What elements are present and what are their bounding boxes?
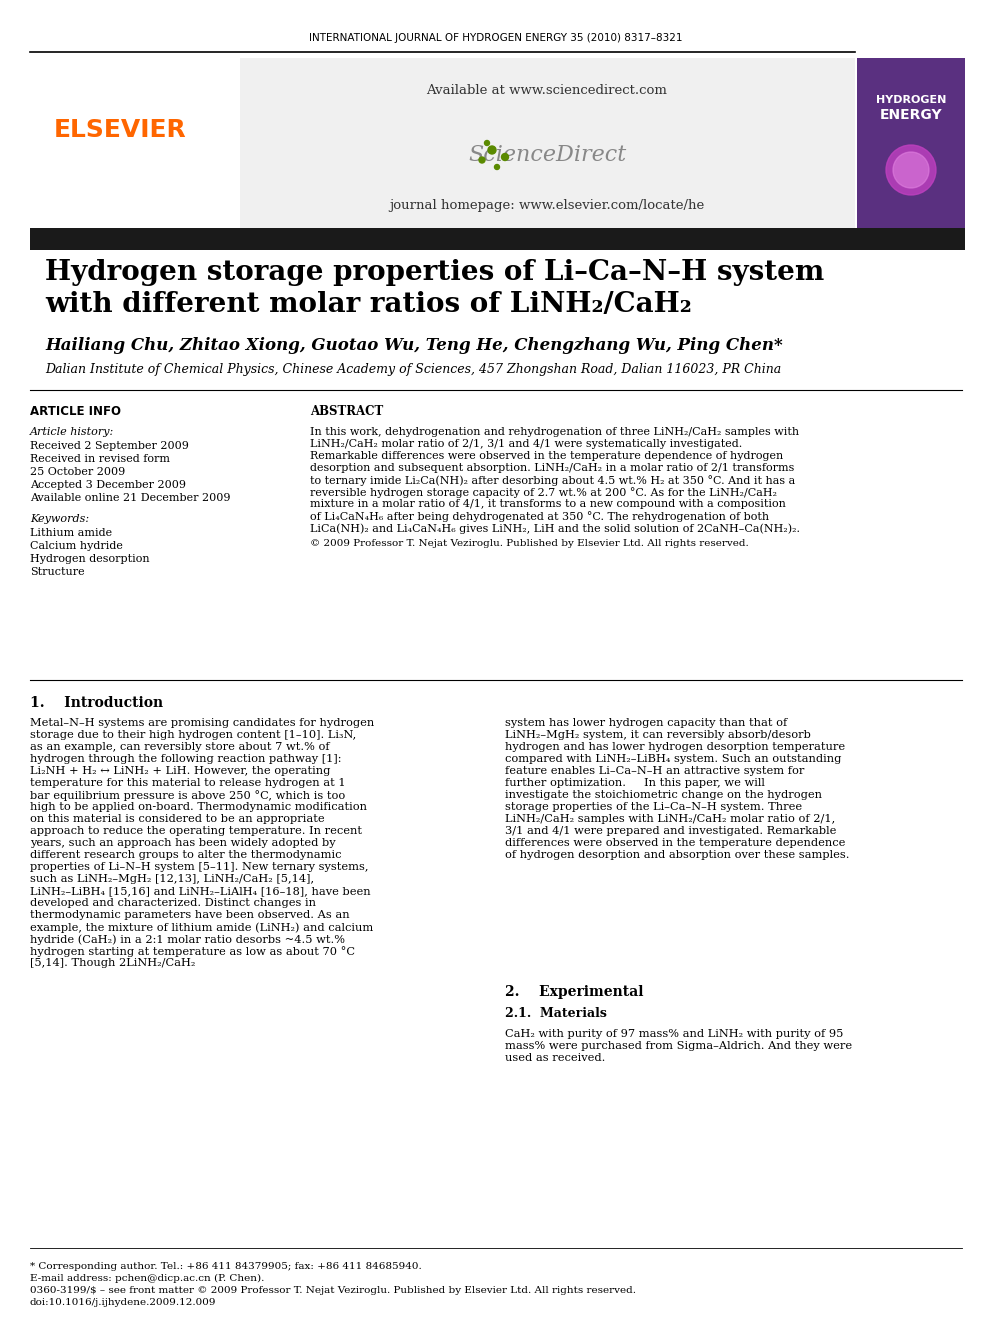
Text: with different molar ratios of LiNH₂/CaH₂: with different molar ratios of LiNH₂/CaH… bbox=[45, 291, 691, 319]
Bar bbox=[30, 228, 965, 250]
Text: compared with LiNH₂–LiBH₄ system. Such an outstanding: compared with LiNH₂–LiBH₄ system. Such a… bbox=[505, 754, 841, 763]
Text: further optimization.     In this paper, we will: further optimization. In this paper, we … bbox=[505, 778, 765, 789]
Text: LiNH₂–LiBH₄ [15,16] and LiNH₂–LiAlH₄ [16–18], have been: LiNH₂–LiBH₄ [15,16] and LiNH₂–LiAlH₄ [16… bbox=[30, 886, 371, 896]
Text: used as received.: used as received. bbox=[505, 1053, 605, 1062]
Text: approach to reduce the operating temperature. In recent: approach to reduce the operating tempera… bbox=[30, 826, 362, 836]
Circle shape bbox=[886, 146, 936, 194]
Circle shape bbox=[893, 152, 929, 188]
Text: 2.1.  Materials: 2.1. Materials bbox=[505, 1007, 607, 1020]
Text: hydride (CaH₂) in a 2:1 molar ratio desorbs ~4.5 wt.%: hydride (CaH₂) in a 2:1 molar ratio deso… bbox=[30, 934, 345, 945]
Text: © 2009 Professor T. Nejat Veziroglu. Published by Elsevier Ltd. All rights reser: © 2009 Professor T. Nejat Veziroglu. Pub… bbox=[310, 538, 749, 548]
Text: reversible hydrogen storage capacity of 2.7 wt.% at 200 °C. As for the LiNH₂/CaH: reversible hydrogen storage capacity of … bbox=[310, 487, 777, 497]
Text: doi:10.1016/j.ijhydene.2009.12.009: doi:10.1016/j.ijhydene.2009.12.009 bbox=[30, 1298, 216, 1307]
Text: LiNH₂/CaH₂ molar ratio of 2/1, 3/1 and 4/1 were systematically investigated.: LiNH₂/CaH₂ molar ratio of 2/1, 3/1 and 4… bbox=[310, 439, 742, 448]
Circle shape bbox=[479, 157, 485, 163]
Text: journal homepage: www.elsevier.com/locate/he: journal homepage: www.elsevier.com/locat… bbox=[390, 198, 704, 212]
Text: ABSTRACT: ABSTRACT bbox=[310, 405, 383, 418]
Text: storage due to their high hydrogen content [1–10]. Li₃N,: storage due to their high hydrogen conte… bbox=[30, 730, 356, 740]
Text: Keywords:: Keywords: bbox=[30, 515, 89, 524]
Text: 25 October 2009: 25 October 2009 bbox=[30, 467, 125, 478]
Text: Available online 21 December 2009: Available online 21 December 2009 bbox=[30, 493, 230, 503]
Text: storage properties of the Li–Ca–N–H system. Three: storage properties of the Li–Ca–N–H syst… bbox=[505, 802, 803, 812]
Text: desorption and subsequent absorption. LiNH₂/CaH₂ in a molar ratio of 2/1 transfo: desorption and subsequent absorption. Li… bbox=[310, 463, 795, 474]
Text: Li₂NH + H₂ ↔ LiNH₂ + LiH. However, the operating: Li₂NH + H₂ ↔ LiNH₂ + LiH. However, the o… bbox=[30, 766, 330, 777]
Text: investigate the stoichiometric change on the hydrogen: investigate the stoichiometric change on… bbox=[505, 790, 822, 800]
Text: thermodynamic parameters have been observed. As an: thermodynamic parameters have been obser… bbox=[30, 910, 349, 919]
Text: high to be applied on-board. Thermodynamic modification: high to be applied on-board. Thermodynam… bbox=[30, 802, 367, 812]
Text: Received in revised form: Received in revised form bbox=[30, 454, 170, 464]
Text: hydrogen through the following reaction pathway [1]:: hydrogen through the following reaction … bbox=[30, 754, 341, 763]
Text: * Corresponding author. Tel.: +86 411 84379905; fax: +86 411 84685940.: * Corresponding author. Tel.: +86 411 84… bbox=[30, 1262, 422, 1271]
Text: feature enables Li–Ca–N–H an attractive system for: feature enables Li–Ca–N–H an attractive … bbox=[505, 766, 805, 777]
Text: Dalian Institute of Chemical Physics, Chinese Academy of Sciences, 457 Zhongshan: Dalian Institute of Chemical Physics, Ch… bbox=[45, 364, 782, 377]
Text: Received 2 September 2009: Received 2 September 2009 bbox=[30, 441, 188, 451]
Text: CaH₂ with purity of 97 mass% and LiNH₂ with purity of 95: CaH₂ with purity of 97 mass% and LiNH₂ w… bbox=[505, 1029, 843, 1039]
Text: INTERNATIONAL JOURNAL OF HYDROGEN ENERGY 35 (2010) 8317–8321: INTERNATIONAL JOURNAL OF HYDROGEN ENERGY… bbox=[310, 33, 682, 44]
Text: different research groups to alter the thermodynamic: different research groups to alter the t… bbox=[30, 849, 341, 860]
Text: years, such an approach has been widely adopted by: years, such an approach has been widely … bbox=[30, 837, 335, 848]
Text: developed and characterized. Distinct changes in: developed and characterized. Distinct ch… bbox=[30, 898, 316, 908]
Text: mass% were purchased from Sigma–Aldrich. And they were: mass% were purchased from Sigma–Aldrich.… bbox=[505, 1041, 852, 1050]
Text: system has lower hydrogen capacity than that of: system has lower hydrogen capacity than … bbox=[505, 718, 788, 728]
Text: Hydrogen storage properties of Li–Ca–N–H system: Hydrogen storage properties of Li–Ca–N–H… bbox=[45, 258, 824, 286]
Text: of hydrogen desorption and absorption over these samples.: of hydrogen desorption and absorption ov… bbox=[505, 849, 849, 860]
Text: HYDROGEN: HYDROGEN bbox=[876, 95, 946, 105]
Text: hydrogen and has lower hydrogen desorption temperature: hydrogen and has lower hydrogen desorpti… bbox=[505, 742, 845, 751]
Text: Metal–N–H systems are promising candidates for hydrogen: Metal–N–H systems are promising candidat… bbox=[30, 718, 374, 728]
Text: Article history:: Article history: bbox=[30, 427, 114, 437]
Bar bbox=[857, 58, 965, 228]
Text: Hydrogen desorption: Hydrogen desorption bbox=[30, 554, 150, 564]
Circle shape bbox=[484, 140, 489, 146]
Text: ARTICLE INFO: ARTICLE INFO bbox=[30, 405, 121, 418]
Text: 0360-3199/$ – see front matter © 2009 Professor T. Nejat Veziroglu. Published by: 0360-3199/$ – see front matter © 2009 Pr… bbox=[30, 1286, 636, 1295]
Text: hydrogen starting at temperature as low as about 70 °C: hydrogen starting at temperature as low … bbox=[30, 946, 355, 957]
Text: LiNH₂–MgH₂ system, it can reversibly absorb/desorb: LiNH₂–MgH₂ system, it can reversibly abs… bbox=[505, 730, 810, 740]
Text: Available at www.sciencedirect.com: Available at www.sciencedirect.com bbox=[427, 83, 668, 97]
Text: temperature for this material to release hydrogen at 1: temperature for this material to release… bbox=[30, 778, 345, 789]
Text: Remarkable differences were observed in the temperature dependence of hydrogen: Remarkable differences were observed in … bbox=[310, 451, 784, 460]
Text: on this material is considered to be an appropriate: on this material is considered to be an … bbox=[30, 814, 324, 824]
Text: Calcium hydride: Calcium hydride bbox=[30, 541, 123, 550]
Circle shape bbox=[488, 146, 496, 153]
Text: In this work, dehydrogenation and rehydrogenation of three LiNH₂/CaH₂ samples wi: In this work, dehydrogenation and rehydr… bbox=[310, 427, 800, 437]
Text: of Li₄CaN₄H₆ after being dehydrogenated at 350 °C. The rehydrogenation of both: of Li₄CaN₄H₆ after being dehydrogenated … bbox=[310, 511, 769, 521]
Text: 3/1 and 4/1 were prepared and investigated. Remarkable: 3/1 and 4/1 were prepared and investigat… bbox=[505, 826, 836, 836]
Circle shape bbox=[494, 164, 500, 169]
Text: bar equilibrium pressure is above 250 °C, which is too: bar equilibrium pressure is above 250 °C… bbox=[30, 790, 345, 800]
Text: ELSEVIER: ELSEVIER bbox=[54, 118, 186, 142]
Text: such as LiNH₂–MgH₂ [12,13], LiNH₂/CaH₂ [5,14],: such as LiNH₂–MgH₂ [12,13], LiNH₂/CaH₂ [… bbox=[30, 875, 314, 884]
Text: [5,14]. Though 2LiNH₂/CaH₂: [5,14]. Though 2LiNH₂/CaH₂ bbox=[30, 958, 195, 968]
Text: to ternary imide Li₂Ca(NH)₂ after desorbing about 4.5 wt.% H₂ at 350 °C. And it : to ternary imide Li₂Ca(NH)₂ after desorb… bbox=[310, 475, 796, 486]
Text: 1.    Introduction: 1. Introduction bbox=[30, 696, 163, 710]
Text: mixture in a molar ratio of 4/1, it transforms to a new compound with a composit: mixture in a molar ratio of 4/1, it tran… bbox=[310, 499, 786, 509]
Text: as an example, can reversibly store about 7 wt.% of: as an example, can reversibly store abou… bbox=[30, 742, 329, 751]
Text: ScienceDirect: ScienceDirect bbox=[468, 144, 626, 165]
Circle shape bbox=[502, 153, 509, 160]
Text: Hailiang Chu, Zhitao Xiong, Guotao Wu, Teng He, Chengzhang Wu, Ping Chen*: Hailiang Chu, Zhitao Xiong, Guotao Wu, T… bbox=[45, 336, 783, 353]
Text: differences were observed in the temperature dependence: differences were observed in the tempera… bbox=[505, 837, 845, 848]
Text: LiCa(NH)₂ and Li₄CaN₄H₆ gives LiNH₂, LiH and the solid solution of 2CaNH–Ca(NH₂): LiCa(NH)₂ and Li₄CaN₄H₆ gives LiNH₂, LiH… bbox=[310, 523, 800, 533]
Text: Structure: Structure bbox=[30, 568, 84, 577]
Text: properties of Li–N–H system [5–11]. New ternary systems,: properties of Li–N–H system [5–11]. New … bbox=[30, 863, 368, 872]
Text: Lithium amide: Lithium amide bbox=[30, 528, 112, 538]
Text: LiNH₂/CaH₂ samples with LiNH₂/CaH₂ molar ratio of 2/1,: LiNH₂/CaH₂ samples with LiNH₂/CaH₂ molar… bbox=[505, 814, 835, 824]
Bar bbox=[240, 58, 855, 228]
Text: example, the mixture of lithium amide (LiNH₂) and calcium: example, the mixture of lithium amide (L… bbox=[30, 922, 373, 933]
Text: E-mail address: pchen@dicp.ac.cn (P. Chen).: E-mail address: pchen@dicp.ac.cn (P. Che… bbox=[30, 1274, 265, 1283]
Text: 2.    Experimental: 2. Experimental bbox=[505, 986, 644, 999]
Text: Accepted 3 December 2009: Accepted 3 December 2009 bbox=[30, 480, 186, 490]
Text: ENERGY: ENERGY bbox=[880, 108, 942, 122]
